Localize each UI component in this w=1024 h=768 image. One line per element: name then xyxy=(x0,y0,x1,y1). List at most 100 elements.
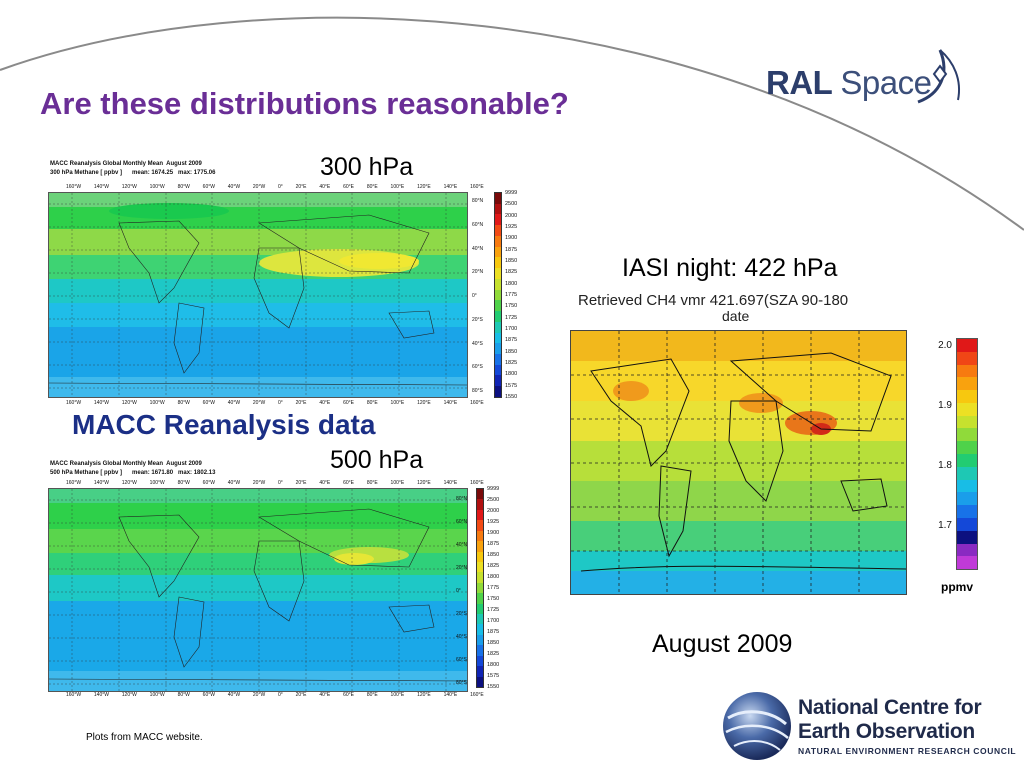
macc-500-map xyxy=(48,488,468,692)
lon-tick-label: 80°E xyxy=(366,184,378,190)
lon-tick-label: 20°E xyxy=(295,480,307,486)
lon-tick-label: 100°W xyxy=(149,480,165,486)
colorbar-tick-label: 2000 xyxy=(487,508,500,514)
lon-tick-label: 60°W xyxy=(202,692,215,698)
lon-tick-label: 20°E xyxy=(295,400,307,406)
lon-tick-label: 0° xyxy=(278,400,283,406)
nceo-line3: NATURAL ENVIRONMENT RESEARCH COUNCIL xyxy=(798,746,1017,756)
macc-500-header-line1: MACC Reanalysis Global Monthly Mean Augu… xyxy=(50,461,202,467)
colorbar-tick-label: 1825 xyxy=(487,563,500,569)
colorbar-tick-label: 1800 xyxy=(487,662,500,668)
macc-300-lon-ticks-top: 160°W 140°W 120°W 100°W 80°W 60°W 40°W 20°W 0° 20… xyxy=(66,184,484,190)
lon-tick-label: 100°W xyxy=(149,400,165,406)
nceo-line1: National Centre for xyxy=(798,696,982,719)
ral-space-logo: RAL Space xyxy=(760,44,970,114)
lon-tick-label: 20°E xyxy=(295,184,307,190)
lat-tick-label: 80°N xyxy=(472,198,484,204)
lon-tick-label: 100°E xyxy=(390,480,405,486)
lat-tick-label: 40°N xyxy=(456,542,468,548)
lon-tick-label: 160°W xyxy=(66,400,82,406)
lon-tick-label: 20°E xyxy=(295,692,307,698)
macc-500-lon-ticks-bottom: 160°W 140°W 120°W 100°W 80°W 60°W 40°W 20°W 0° 20… xyxy=(66,692,484,698)
colorbar-tick-label: 9999 xyxy=(487,486,500,492)
lon-tick-label: 120°W xyxy=(121,400,137,406)
iasi-map-header: Retrieved CH4 vmr 421.697(SZA 90-180 xyxy=(578,292,849,309)
lon-tick-label: 160°W xyxy=(66,692,82,698)
lon-tick-label: 160°E xyxy=(470,480,484,486)
colorbar-tick-label: 1700 xyxy=(505,325,518,332)
lon-tick-label: 120°W xyxy=(121,184,137,190)
nceo-globe-icon xyxy=(723,692,791,760)
lat-tick-label: 60°N xyxy=(456,519,468,525)
lon-tick-label: 20°W xyxy=(252,692,266,698)
lat-tick-label: 60°S xyxy=(472,364,483,371)
iasi-date-label: August 2009 xyxy=(652,630,793,658)
colorbar-tick-label: 1775 xyxy=(505,291,518,298)
lon-tick-label: 120°E xyxy=(417,480,431,486)
iasi-map xyxy=(570,330,907,595)
colorbar-tick-label: 1875 xyxy=(487,541,500,547)
lon-tick-label: 60°E xyxy=(343,480,354,486)
lon-tick-label: 40°W xyxy=(227,400,241,406)
lon-tick-label: 80°W xyxy=(177,692,190,698)
lon-tick-label: 20°W xyxy=(252,184,266,190)
lon-tick-label: 80°E xyxy=(366,400,378,406)
colorbar-tick-label: 1800 xyxy=(505,371,518,378)
macc-500-header: MACC Reanalysis Global Monthly Mean Augu… xyxy=(50,460,215,478)
macc-500-colorbar-labels: 9999 2500 2000 1925 1900 1875 1850 1825 1800 1775… xyxy=(487,486,499,690)
colorbar-tick-label: 1550 xyxy=(487,684,500,690)
macc-300-lat-ticks: 80°N 60°N 40°N 20°N 0° 20°S 40°S 60°S 80°S xyxy=(472,198,483,394)
lon-tick-label: 140°W xyxy=(93,692,109,698)
lon-tick-label: 160°E xyxy=(470,184,484,190)
lat-tick-label: 40°S xyxy=(456,634,467,640)
lat-tick-label: 40°N xyxy=(472,245,484,252)
colorbar-tick-label: 2500 xyxy=(505,201,518,208)
colorbar-tick-label: 1800 xyxy=(505,280,518,287)
lon-tick-label: 40°W xyxy=(227,480,241,486)
lat-tick-label: 0° xyxy=(456,588,461,594)
colorbar-tick-label: 1875 xyxy=(487,629,500,635)
iasi-unit-label: ppmv xyxy=(941,580,974,594)
macc-caption: MACC Reanalysis data xyxy=(72,409,376,440)
lon-tick-label: 80°W xyxy=(177,184,190,190)
lon-tick-label: 140°W xyxy=(93,480,109,486)
lat-tick-label: 20°S xyxy=(472,316,483,323)
lon-tick-label: 60°W xyxy=(202,400,215,406)
footnote: Plots from MACC website. xyxy=(86,732,203,743)
macc-500-header-line2: 500 hPa Methane [ ppbv ] mean: 1671.80 m… xyxy=(50,470,216,476)
macc-300-header-line1: MACC Reanalysis Global Monthly Mean Augu… xyxy=(50,161,202,167)
lat-tick-label: 0° xyxy=(472,293,477,299)
lon-tick-label: 100°W xyxy=(149,692,165,698)
lon-tick-label: 100°E xyxy=(390,184,405,190)
colorbar-tick-label: 1925 xyxy=(487,519,500,525)
lat-tick-label: 20°N xyxy=(472,269,484,276)
colorbar-tick-label: 1875 xyxy=(505,246,518,253)
lon-tick-label: 140°E xyxy=(443,692,458,698)
lon-tick-label: 160°W xyxy=(66,480,82,486)
macc-500hpa-panel: MACC Reanalysis Global Monthly Mean Augu… xyxy=(48,460,528,700)
lat-tick-label: 20°S xyxy=(456,611,467,617)
nceo-logo: National Centre for Earth Observation NA… xyxy=(720,688,1020,768)
ral-logo-word2: Space xyxy=(840,64,932,101)
colorbar-tick-label: 1900 xyxy=(487,530,500,536)
slide-title: Are these distributions reasonable? xyxy=(40,86,569,121)
lon-tick-label: 60°E xyxy=(343,692,354,698)
macc-300-header: MACC Reanalysis Global Monthly Mean Augu… xyxy=(50,160,215,178)
lon-tick-label: 120°W xyxy=(121,692,137,698)
colorbar-tick-label: 1775 xyxy=(487,585,500,591)
colorbar-tick-label: 1850 xyxy=(487,552,500,558)
lon-tick-label: 120°W xyxy=(121,480,137,486)
lon-tick-label: 140°E xyxy=(443,184,458,190)
colorbar-tick-label: 2500 xyxy=(487,497,500,503)
macc-300-header-line2: 300 hPa Methane [ ppbv ] mean: 1674.25 m… xyxy=(50,170,216,176)
lat-tick-label: 60°N xyxy=(472,221,484,228)
lon-tick-label: 60°E xyxy=(343,400,354,406)
colorbar-tick-label: 1875 xyxy=(505,337,518,344)
colorbar-tick-label: 1850 xyxy=(505,257,518,264)
lon-tick-label: 160°E xyxy=(470,692,484,698)
macc-300hpa-panel: MACC Reanalysis Global Monthly Mean Augu… xyxy=(48,160,528,408)
lon-tick-label: 40°E xyxy=(319,692,331,698)
lon-tick-label: 20°W xyxy=(252,400,266,406)
lon-tick-label: 80°E xyxy=(366,692,378,698)
lon-tick-label: 120°E xyxy=(417,400,431,406)
